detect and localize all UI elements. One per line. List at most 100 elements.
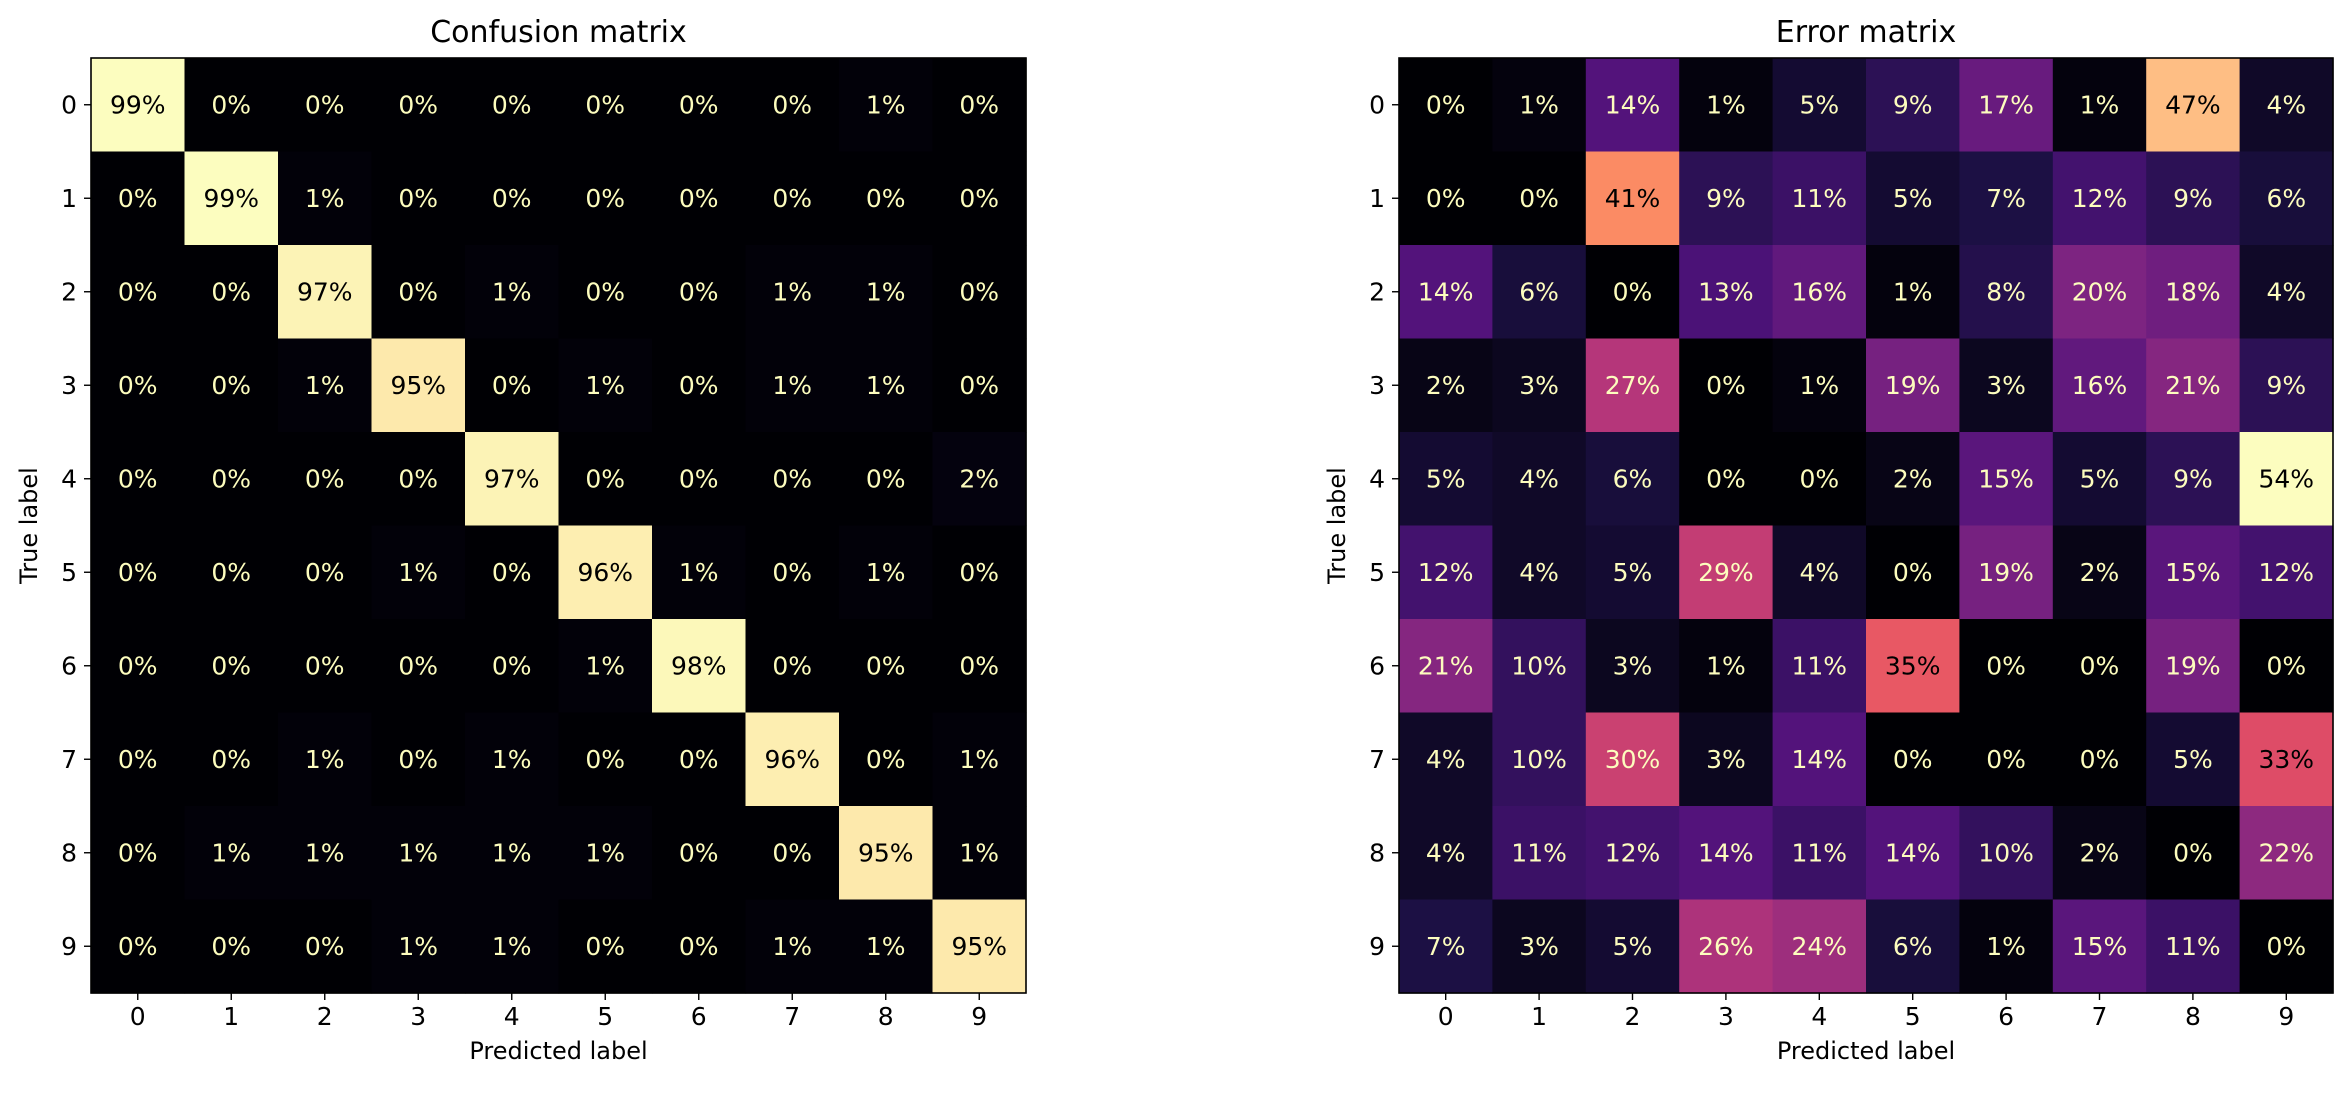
cell-value-label: 3%: [1706, 745, 1746, 774]
y-tick-label: 7: [61, 745, 77, 774]
cell-value-label: 27%: [1605, 371, 1661, 400]
heatmap-cell: [558, 58, 653, 153]
x-tick-label: 9: [971, 1002, 987, 1031]
cell-value-label: 0%: [398, 651, 438, 680]
cell-value-label: 0%: [305, 932, 345, 961]
heatmap-cell: [1866, 58, 1960, 153]
cell-value-label: 12%: [1605, 838, 1661, 867]
heatmap-cell: [839, 432, 934, 527]
x-tick-label: 3: [410, 1002, 426, 1031]
cell-value-label: 11%: [1792, 838, 1848, 867]
chart-title: Confusion matrix: [430, 15, 687, 50]
cell-value-label: 0%: [118, 464, 158, 493]
heatmap-cell: [1585, 619, 1680, 714]
heatmap-cell: [652, 525, 747, 620]
heatmap-cell: [91, 806, 186, 901]
cell-value-label: 0%: [772, 464, 812, 493]
cell-value-label: 2%: [2080, 838, 2120, 867]
cell-value-label: 29%: [1698, 558, 1754, 587]
heatmap-cell: [1492, 806, 1587, 901]
y-tick-label: 5: [61, 558, 77, 587]
cell-value-label: 0%: [211, 651, 251, 680]
heatmap-cell: [1492, 58, 1587, 153]
heatmap-cell: [2239, 432, 2334, 527]
x-tick-label: 7: [2092, 1002, 2108, 1031]
heatmap-cell: [745, 899, 840, 994]
heatmap-cell: [1585, 525, 1680, 620]
heatmap-cell: [465, 525, 560, 620]
heatmap-cell: [1679, 151, 1774, 246]
cell-value-label: 1%: [866, 277, 906, 306]
cell-value-label: 95%: [390, 371, 446, 400]
heatmap-cell: [932, 619, 1027, 714]
heatmap-cell: [184, 806, 279, 901]
heatmap-cell: [1399, 712, 1493, 807]
cell-value-label: 18%: [2165, 277, 2221, 306]
heatmap-cell: [558, 806, 653, 901]
heatmap-cell: [652, 151, 747, 246]
cell-value-label: 1%: [1706, 90, 1746, 119]
cell-value-label: 2%: [959, 464, 999, 493]
cell-value-label: 0%: [1426, 184, 1466, 213]
cell-value-label: 0%: [1426, 90, 1466, 119]
cell-value-label: 5%: [1426, 464, 1466, 493]
cell-value-label: 1%: [585, 371, 625, 400]
cell-value-label: 10%: [1978, 838, 2034, 867]
axes-frame: [90, 57, 1027, 994]
heatmap-cell: [1959, 899, 2054, 994]
heatmap-cell: [2239, 58, 2334, 153]
cell-value-label: 0%: [211, 277, 251, 306]
cell-value-label: 20%: [2072, 277, 2128, 306]
heatmap-cell: [745, 151, 840, 246]
cell-value-label: 0%: [772, 838, 812, 867]
heatmap-cell: [1959, 806, 2054, 901]
axes-frame: [1398, 57, 2334, 994]
heatmap-cell: [184, 338, 279, 433]
chart-title: Error matrix: [1776, 15, 1956, 50]
heatmap-cell: [465, 338, 560, 433]
cell-value-label: 15%: [1978, 464, 2034, 493]
heatmap-cell: [2239, 151, 2334, 246]
heatmap-cell: [278, 338, 373, 433]
heatmap-cell: [1866, 806, 1960, 901]
cell-value-label: 0%: [118, 838, 158, 867]
heatmap-cell: [2239, 806, 2334, 901]
heatmap-cell: [371, 712, 466, 807]
heatmap-cell: [91, 712, 186, 807]
heatmap-cell: [839, 58, 934, 153]
cell-value-label: 0%: [2080, 651, 2120, 680]
heatmap-cell: [1399, 806, 1493, 901]
cell-value-label: 0%: [305, 558, 345, 587]
cell-value-label: 99%: [110, 90, 166, 119]
cell-value-label: 11%: [1792, 184, 1848, 213]
heatmap-cell: [1399, 899, 1493, 994]
x-tick-label: 9: [2278, 1002, 2294, 1031]
cell-value-label: 96%: [577, 558, 633, 587]
heatmap-cell: [932, 338, 1027, 433]
heatmap-cell: [465, 432, 560, 527]
cell-value-label: 0%: [305, 90, 345, 119]
cell-value-label: 0%: [959, 558, 999, 587]
y-tick-label: 8: [1369, 838, 1385, 867]
heatmap-cell: [1585, 58, 1680, 153]
cell-value-label: 0%: [118, 184, 158, 213]
error-matrix-plot: 0% 1% 14% 1% 5% 9% 17% 1% 47% 4%0% 0% 41% 9% 11% 5% 7% 1…: [1323, 15, 2334, 1065]
heatmap-cell: [1772, 712, 1867, 807]
cell-value-label: 0%: [398, 90, 438, 119]
cell-value-label: 0%: [398, 277, 438, 306]
heatmap-cell: [184, 432, 279, 527]
cell-value-label: 0%: [866, 464, 906, 493]
x-tick-label: 2: [1625, 1002, 1641, 1031]
x-axis-label: Predicted label: [469, 1037, 647, 1065]
x-tick-label: 7: [784, 1002, 800, 1031]
cell-value-label: 0%: [679, 90, 719, 119]
cell-value-label: 0%: [118, 932, 158, 961]
heatmap-cell: [465, 712, 560, 807]
heatmap-cell: [371, 432, 466, 527]
cell-value-label: 0%: [492, 558, 532, 587]
heatmap-cell: [932, 899, 1027, 994]
heatmap-cell: [839, 712, 934, 807]
heatmap-cell: [91, 338, 186, 433]
heatmap-cell: [91, 58, 186, 153]
cell-value-label: 0%: [2266, 651, 2306, 680]
